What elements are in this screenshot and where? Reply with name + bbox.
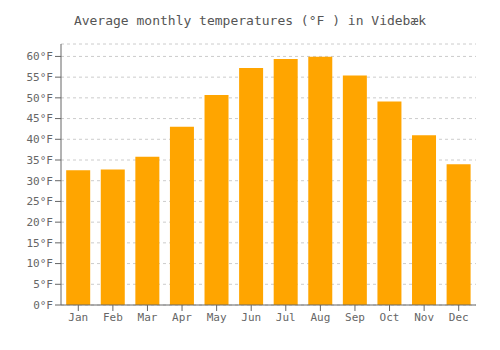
svg-text:5°F: 5°F (33, 278, 53, 291)
svg-text:10°F: 10°F (27, 257, 54, 270)
svg-text:Oct: Oct (380, 311, 400, 324)
svg-text:Jul: Jul (276, 311, 296, 324)
svg-text:15°F: 15°F (27, 237, 54, 250)
svg-text:40°F: 40°F (27, 133, 54, 146)
svg-text:0°F: 0°F (33, 299, 53, 312)
svg-text:Dec: Dec (449, 311, 469, 324)
svg-text:Aug: Aug (310, 311, 330, 324)
svg-text:20°F: 20°F (27, 216, 54, 229)
svg-text:Jun: Jun (241, 311, 261, 324)
svg-text:Feb: Feb (103, 311, 123, 324)
html-text:Average monthly temperatures (: Average monthly temperatures (°F ) in Vi… (73, 13, 427, 28)
svg-text:30°F: 30°F (27, 175, 54, 188)
svg-text:35°F: 35°F (27, 154, 54, 167)
svg-text:60°F: 60°F (27, 50, 54, 63)
svg-text:50°F: 50°F (27, 92, 54, 105)
svg-text:Mar: Mar (138, 311, 158, 324)
svg-text:Sep: Sep (345, 311, 365, 324)
svg-text:25°F: 25°F (27, 195, 54, 208)
svg-text:Apr: Apr (172, 311, 192, 324)
svg-text:Nov: Nov (414, 311, 434, 324)
svg-text:45°F: 45°F (27, 112, 54, 125)
svg-text:Jan: Jan (68, 311, 88, 324)
svg-text:May: May (207, 311, 227, 324)
svg-text:55°F: 55°F (27, 71, 54, 84)
